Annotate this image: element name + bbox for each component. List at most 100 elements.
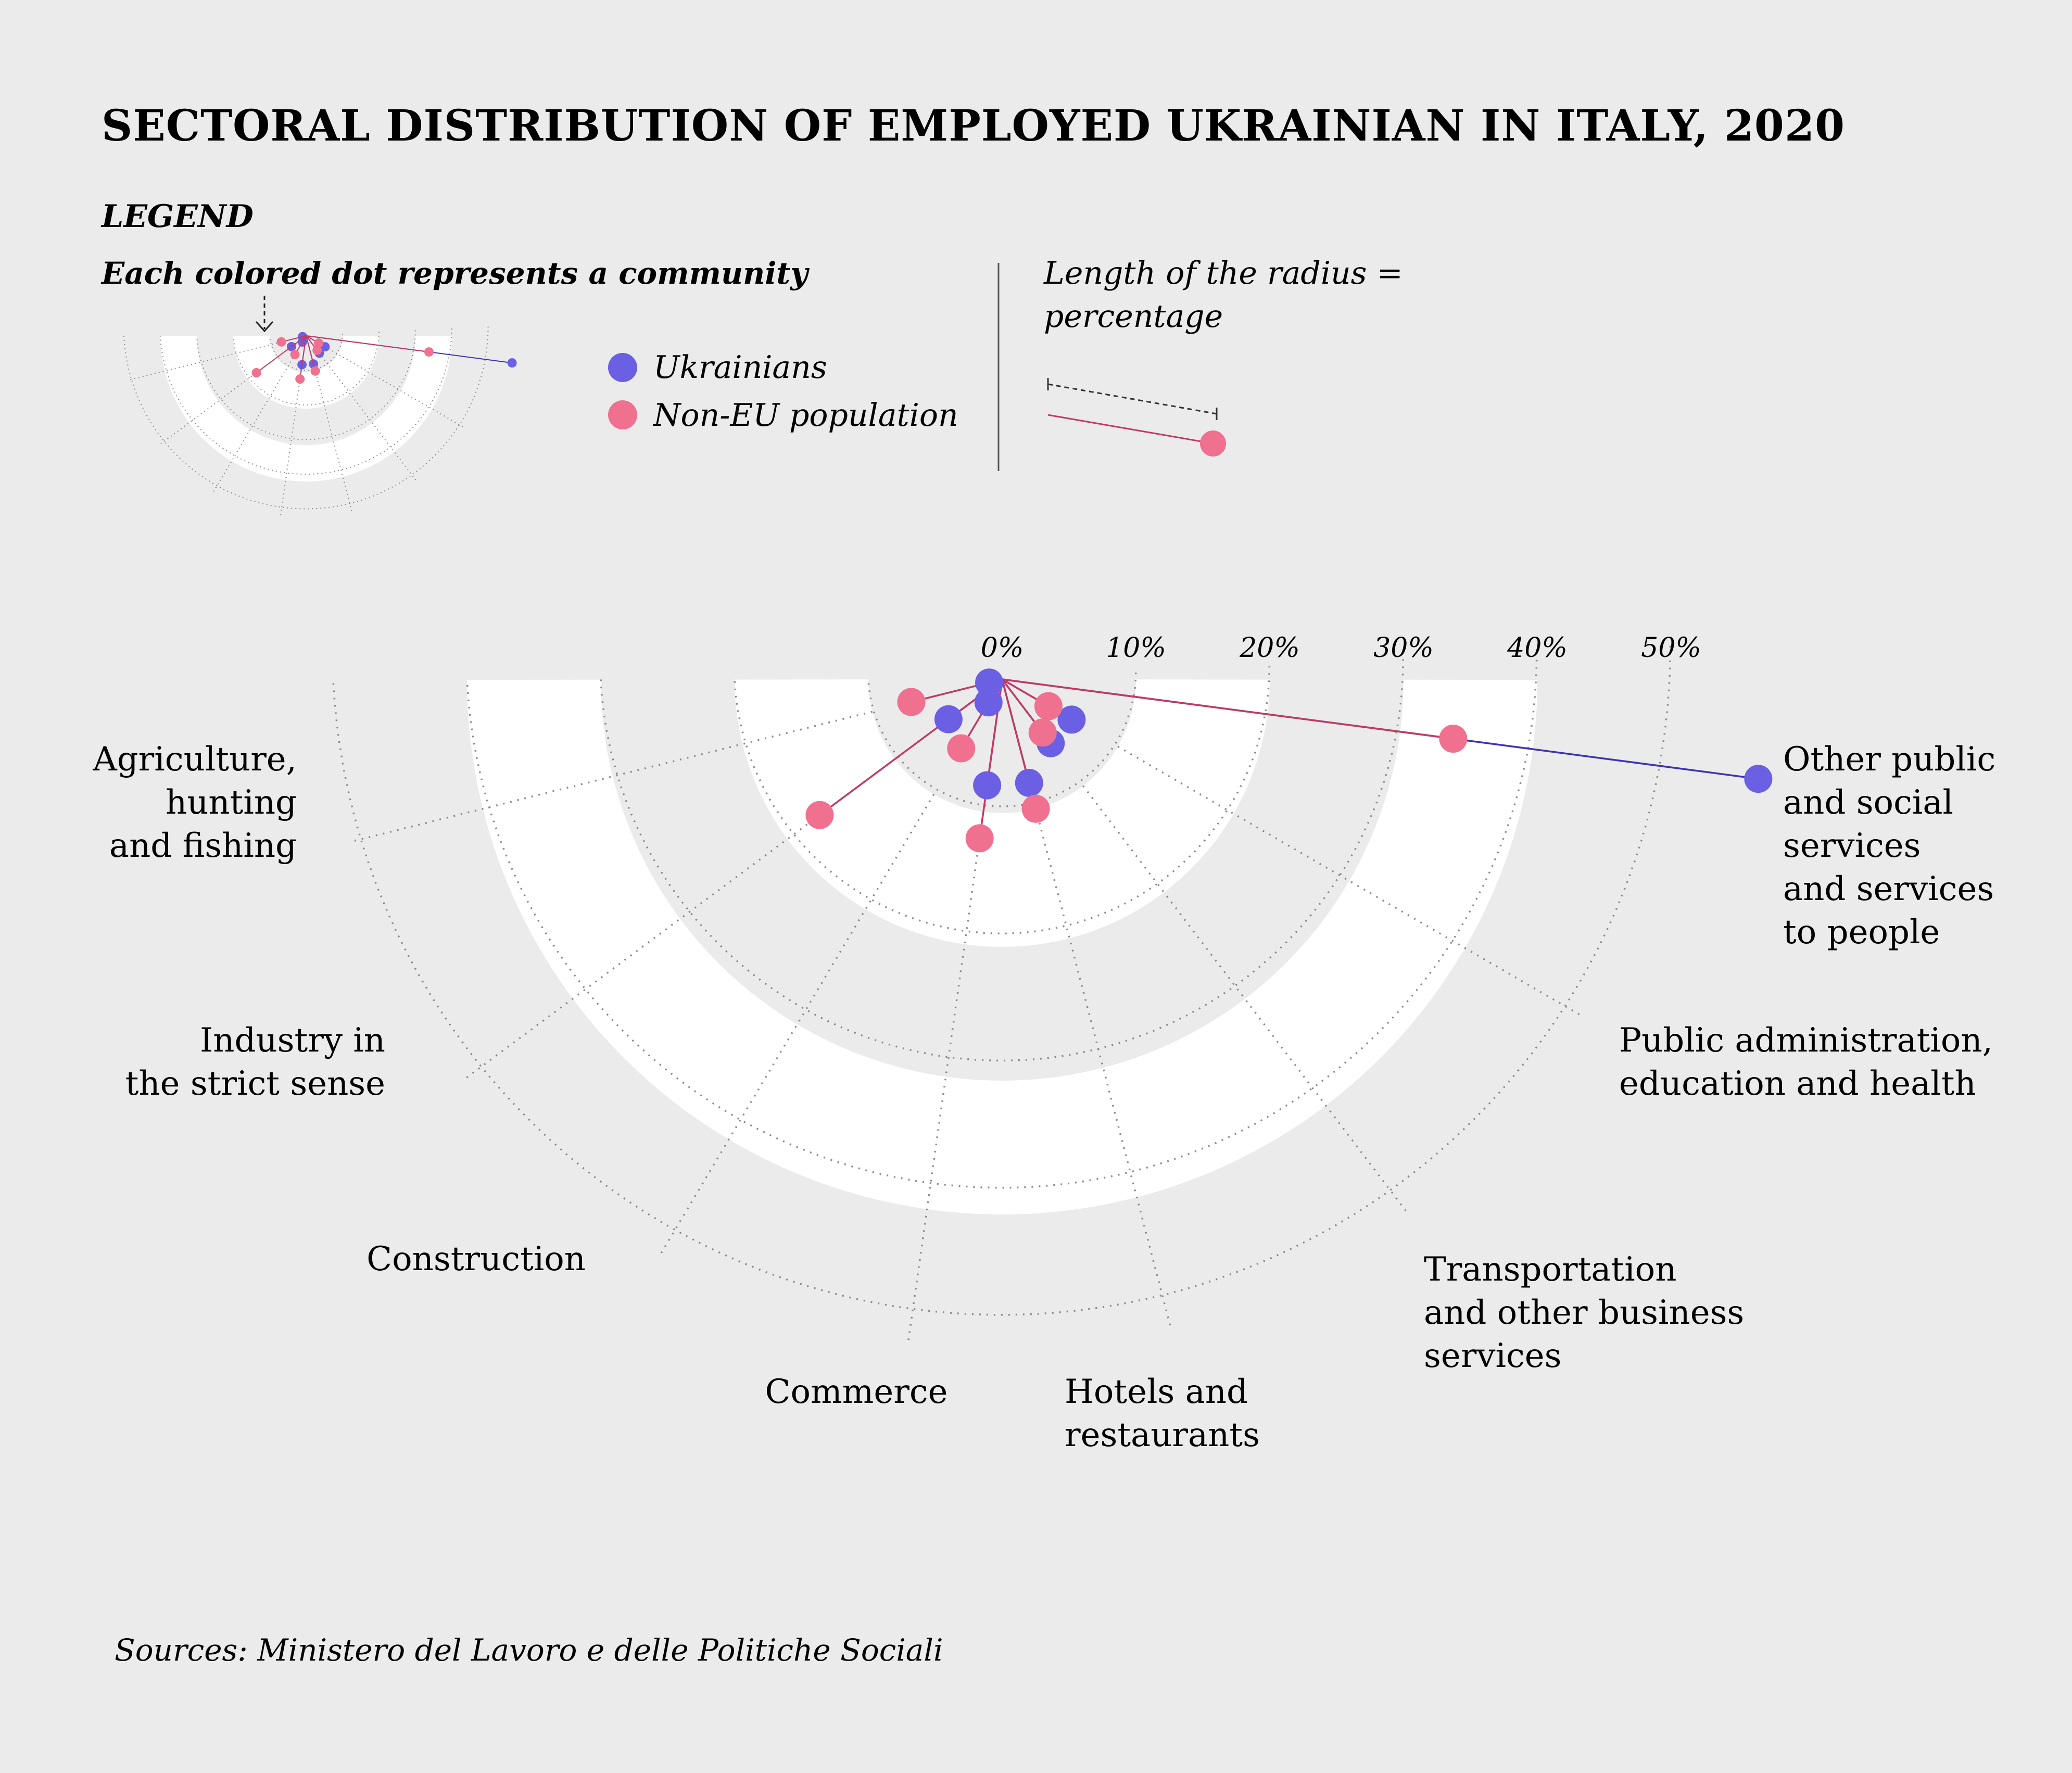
dot-non-eu-population-4 — [295, 374, 305, 384]
ring-band-1 — [233, 336, 379, 409]
grid-circle-20 — [233, 332, 380, 406]
dot-non-eu-population-3 — [947, 734, 976, 763]
spoke-1 — [129, 340, 285, 381]
dot-non-eu-population-6 — [1028, 718, 1057, 747]
category-label-4-line-1: Commerce — [765, 1373, 947, 1411]
line-non-eu-population-8 — [1002, 678, 1454, 740]
dot-ukrainians-8 — [1744, 765, 1773, 793]
category-label-1-line-1: Agriculture, — [92, 740, 297, 779]
category-label-8-line-5: to people — [1783, 913, 1940, 952]
spoke-5 — [311, 357, 353, 512]
spoke-7 — [1117, 745, 1582, 1016]
dot-non-eu-population-4 — [965, 824, 994, 853]
spoke-7 — [324, 346, 464, 428]
legend-non-eu-label: Non-EU population — [652, 397, 958, 434]
dot-ukrainians-8 — [507, 358, 517, 368]
spoke-4 — [280, 357, 304, 516]
ring-band-2 — [160, 336, 452, 482]
line-non-eu-population-2 — [256, 335, 307, 373]
spoke-6 — [1082, 785, 1408, 1213]
tick-label-3: 30% — [1373, 632, 1434, 664]
category-label-6-line-1: Transportation — [1424, 1250, 1676, 1289]
dot-ukrainians-7 — [1057, 705, 1086, 734]
line-non-eu-population-4 — [299, 335, 307, 379]
category-label-1-line-3: and fishing — [109, 827, 297, 865]
category-label-6-line-3: services — [1424, 1337, 1562, 1375]
category-label-7-line-1: Public administration, — [1619, 1021, 1993, 1060]
tick-label-1: 10% — [1106, 632, 1166, 664]
grid-circle-20 — [734, 666, 1271, 935]
category-label-2-line-1: Industry in — [200, 1021, 385, 1060]
radial-rings — [467, 679, 1537, 1215]
dot-non-eu-population-5 — [310, 366, 320, 376]
legend-ukrainians-label: Ukrainians — [653, 349, 827, 386]
category-label-6-line-2: and other business — [1424, 1294, 1744, 1332]
spoke-2 — [464, 758, 895, 1080]
category-label-8-line-4: and services — [1783, 870, 1994, 908]
ring-band-1 — [735, 679, 1270, 947]
category-label-1: Agriculture, hunting and fishing — [92, 740, 297, 865]
dot-non-eu-population-8 — [424, 347, 434, 357]
category-label-1-line-2: hunting — [166, 783, 297, 822]
legend-mini-chart — [123, 326, 517, 516]
spoke-3 — [660, 794, 935, 1255]
category-labels: Agriculture, hunting and fishing Industry i… — [92, 740, 1995, 1454]
category-label-5: Hotels and restaurants — [1065, 1373, 1260, 1454]
category-label-2-line-2: the strict sense — [125, 1065, 385, 1103]
spoke-5 — [1034, 808, 1171, 1327]
tick-label-5: 50% — [1641, 632, 1701, 664]
dot-ukrainians-1 — [975, 668, 1004, 697]
source-note: Sources: Ministero del Lavoro e delle Po… — [115, 1632, 943, 1668]
radial-tick-labels: 0% 10% 20% 30% 40% 50% — [981, 632, 1701, 664]
legend-arrow-icon — [255, 296, 274, 333]
category-label-3: Construction — [367, 1240, 586, 1278]
legend-radius-example — [1047, 378, 1226, 457]
grid-circle-30 — [600, 659, 1404, 1062]
category-label-8-line-2: and social — [1783, 783, 1953, 822]
category-label-8-line-1: Other public — [1783, 740, 1995, 779]
ring-band-2 — [467, 679, 1537, 1215]
grid-circle-40 — [160, 328, 452, 475]
series-dots — [805, 668, 1773, 853]
category-label-7-line-2: education and health — [1619, 1065, 1976, 1103]
dot-non-eu-population-6 — [312, 345, 322, 355]
category-label-5-line-2: restaurants — [1065, 1416, 1260, 1454]
category-label-8: Other public and social services and servic… — [1783, 740, 1995, 952]
dot-non-eu-population-2 — [805, 801, 834, 829]
category-label-2: Industry in the strict sense — [125, 1021, 385, 1103]
category-label-3-line-1: Construction — [367, 1240, 586, 1278]
tick-label-2: 20% — [1239, 632, 1300, 664]
line-non-eu-population-2 — [819, 678, 1003, 816]
line-non-eu-population-8 — [306, 335, 429, 353]
spoke-4 — [907, 812, 984, 1342]
tick-label-4: 40% — [1507, 632, 1568, 664]
dot-non-eu-population-1 — [897, 688, 926, 716]
dot-non-eu-population-5 — [1021, 794, 1050, 823]
category-label-6: Transportation and other business services — [1424, 1250, 1744, 1375]
category-label-8-line-3: services — [1783, 827, 1921, 865]
category-label-5-line-1: Hotels and — [1065, 1373, 1248, 1411]
legend-radius-note-1: Length of the radius = — [1043, 255, 1403, 292]
grid-circle-10 — [269, 334, 343, 371]
dot-non-eu-population-7 — [314, 338, 324, 348]
dot-ukrainians-3 — [974, 688, 1003, 717]
category-label-7: Public administration, education and heal… — [1619, 1021, 1993, 1103]
dot-ukrainians-5 — [1015, 768, 1043, 797]
radial-chart: 0% 10% 20% 30% 40% 50% Agriculture, hunting and… — [92, 632, 1995, 1454]
dot-non-eu-population-8 — [1439, 725, 1468, 753]
dot-ukrainians-4 — [973, 771, 1002, 800]
legend-non-eu-dot — [608, 400, 637, 429]
legend-radius-note-2: percentage — [1044, 298, 1223, 335]
dot-non-eu-population-2 — [251, 368, 261, 378]
dot-non-eu-population-7 — [1034, 692, 1063, 720]
line-non-eu-population-5 — [306, 335, 316, 372]
dot-non-eu-population-1 — [276, 337, 286, 347]
legend-dot-note: Each colored dot represents a community — [100, 256, 810, 291]
category-label-4: Commerce — [765, 1373, 947, 1411]
spoke-2 — [159, 348, 289, 445]
chart-title: SECTORAL DISTRIBUTION OF EMPLOYED UKRAIN… — [102, 101, 1845, 151]
legend-ukrainians-dot — [608, 353, 637, 382]
legend-heading: LEGEND — [100, 198, 254, 235]
dot-non-eu-population-3 — [290, 350, 300, 360]
spoke-6 — [319, 352, 417, 482]
